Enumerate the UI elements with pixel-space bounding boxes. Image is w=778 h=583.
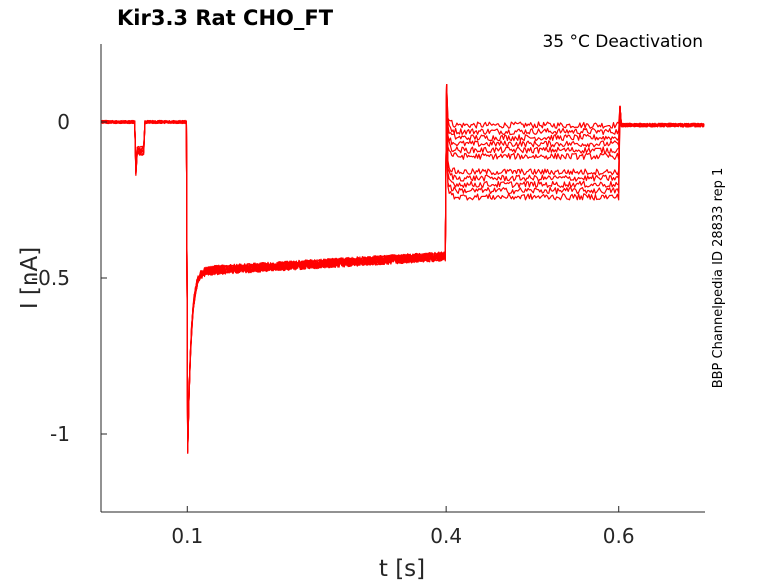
y-ticks: 0 -0.5 -1 xyxy=(31,110,107,446)
chart-title: Kir3.3 Rat CHO_FT xyxy=(117,6,334,30)
condition-label: 35 °C Deactivation xyxy=(542,32,703,52)
x-ticks: 0.1 0.4 0.6 xyxy=(171,506,635,548)
current-trace xyxy=(100,84,705,454)
current-trace xyxy=(100,84,705,451)
x-tick-label: 0.1 xyxy=(171,524,203,548)
x-axis-label: t [s] xyxy=(379,556,425,582)
current-trace xyxy=(100,84,705,451)
x-tick-label: 0.4 xyxy=(430,524,462,548)
y-tick-label: 0 xyxy=(57,110,70,134)
y-tick-label: -0.5 xyxy=(31,266,70,290)
current-trace xyxy=(100,84,705,449)
trace-group xyxy=(100,84,705,454)
current-trace xyxy=(100,84,705,450)
current-trace xyxy=(100,84,705,451)
channelpedia-id-label: BBP Channelpedia ID 28833 rep 1 xyxy=(711,168,726,389)
current-trace xyxy=(100,84,705,454)
y-tick-label: -1 xyxy=(50,422,70,446)
x-tick-label: 0.6 xyxy=(603,524,635,548)
current-trace xyxy=(100,84,705,453)
current-trace xyxy=(100,84,705,452)
current-trace xyxy=(100,84,705,452)
y-axis-label: I [nA] xyxy=(17,247,43,309)
current-trace xyxy=(100,84,705,449)
